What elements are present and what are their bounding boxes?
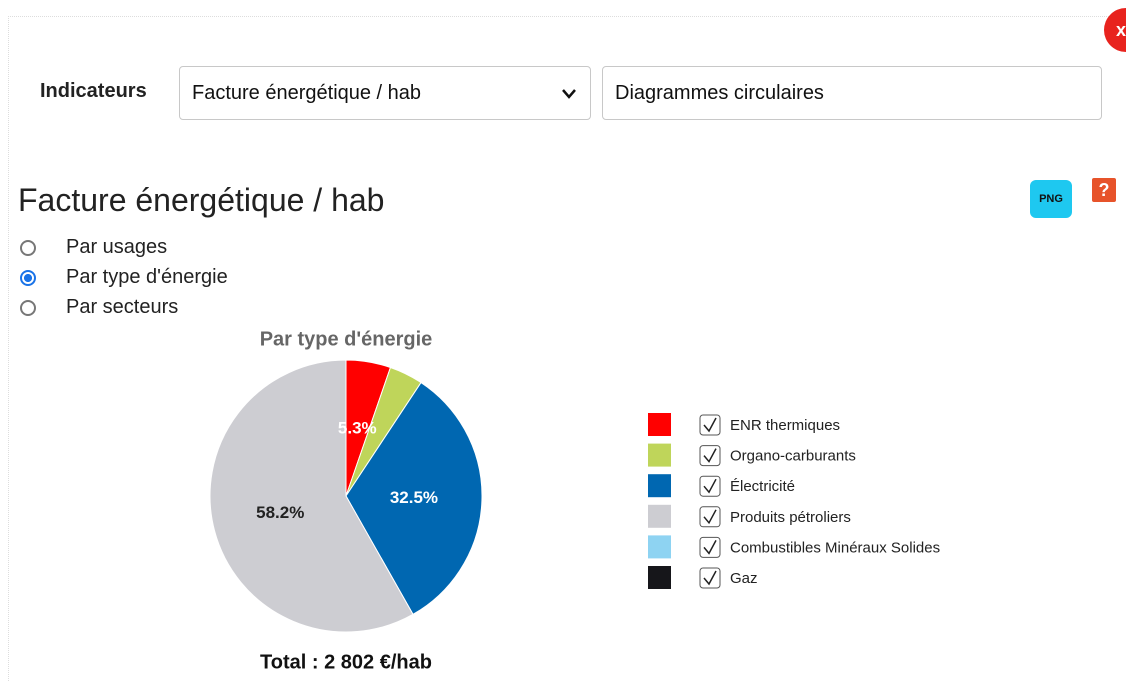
heading: Facture énergétique / hab <box>18 182 385 218</box>
pie-slice <box>209 359 414 633</box>
legend-swatch <box>648 504 671 528</box>
legend-check <box>703 417 717 433</box>
legend-checkbox <box>699 506 721 528</box>
legend-swatch <box>648 413 671 436</box>
legend-checkbox <box>699 475 721 497</box>
legend-label: Produits pétroliers <box>730 509 851 526</box>
legend-label: Gaz <box>730 570 758 587</box>
legend-check <box>703 448 717 463</box>
legend-label: ENR thermiques <box>730 417 840 434</box>
legend-check <box>703 509 717 525</box>
data-label: 32.5% <box>390 488 438 507</box>
png-button[interactable]: PNG <box>1030 180 1072 218</box>
legend-check <box>703 478 717 494</box>
legend-checkbox <box>699 414 721 436</box>
radio[interactable] <box>20 300 36 316</box>
data-label: 5.3% <box>338 418 377 437</box>
pie-slice <box>345 381 483 616</box>
option-label[interactable]: Par usages <box>66 236 168 258</box>
view-select[interactable]: Diagrammes circulaires <box>602 66 1102 120</box>
legend-checkbox <box>699 536 721 558</box>
legend-label: Électricité <box>730 478 795 495</box>
legend-swatch <box>648 474 671 498</box>
chevron <box>562 89 576 99</box>
close-button[interactable]: x <box>1104 8 1126 52</box>
panel <box>8 16 1126 682</box>
legend-label: Combustibles Minéraux Solides <box>730 539 940 556</box>
legend-checkbox <box>699 445 721 467</box>
toolbar-label: Indicateurs <box>40 80 147 102</box>
legend-check <box>703 540 717 555</box>
radio[interactable] <box>20 240 36 256</box>
radio[interactable] <box>20 270 36 286</box>
chart-footer: Total : 2 802 €/hab <box>260 651 432 673</box>
option-label[interactable]: Par secteurs <box>66 296 179 318</box>
select-value: Facture énergétique / hab <box>192 81 422 104</box>
legend-swatch <box>648 535 671 559</box>
help-button[interactable]: ? <box>1092 178 1116 202</box>
indicator-select[interactable]: Facture énergétique / hab <box>179 66 591 120</box>
chart-title: Par type d'énergie <box>260 328 433 350</box>
legend-check <box>703 570 717 586</box>
option-label[interactable]: Par type d'énergie <box>66 266 228 288</box>
legend-swatch <box>648 566 671 589</box>
legend-label: Organo-carburants <box>730 448 856 465</box>
select-value: Diagrammes circulaires <box>615 81 824 104</box>
legend-checkbox <box>699 567 721 589</box>
legend-swatch <box>648 443 671 467</box>
data-label: 58.2% <box>256 503 304 522</box>
